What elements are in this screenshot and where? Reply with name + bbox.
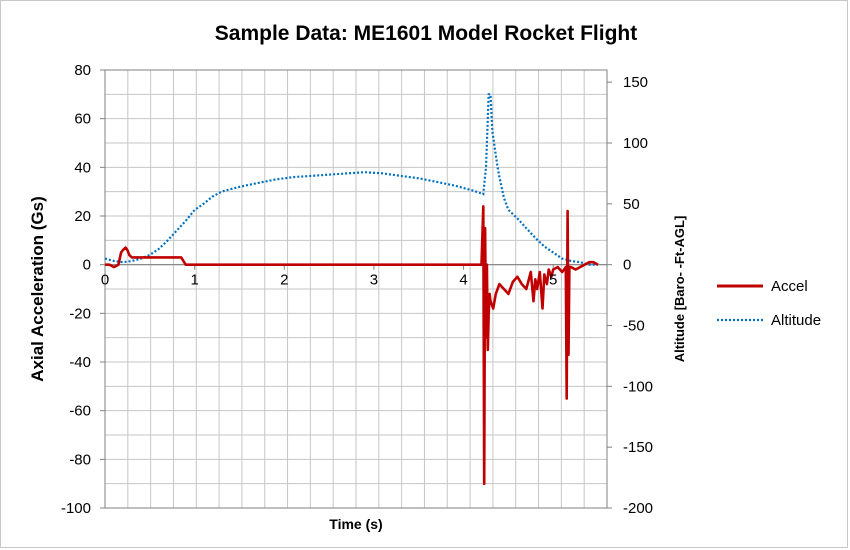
y2-tick-label: 50 bbox=[623, 196, 640, 213]
y-tick-label: 40 bbox=[74, 159, 91, 176]
legend-label-accel: Accel bbox=[771, 278, 808, 295]
y-tick-label: -80 bbox=[69, 451, 91, 468]
y2-tick-label: -50 bbox=[623, 318, 645, 335]
y-tick-label: 60 bbox=[74, 111, 91, 128]
x-axis-label: Time (s) bbox=[329, 516, 382, 532]
x-tick-label: 5 bbox=[549, 272, 557, 289]
x-tick-label: 4 bbox=[459, 272, 467, 289]
chart-title: Sample Data: ME1601 Model Rocket Flight bbox=[215, 22, 637, 45]
x-tick-label: 1 bbox=[190, 272, 198, 289]
x-tick-label: 2 bbox=[280, 272, 288, 289]
y-tick-label: 20 bbox=[74, 208, 91, 225]
y-tick-label: -100 bbox=[61, 500, 91, 517]
y-tick-label: -40 bbox=[69, 354, 91, 371]
y2-tick-label: -100 bbox=[623, 378, 653, 395]
series-line-accel bbox=[105, 205, 599, 486]
y-tick-label: 0 bbox=[83, 257, 91, 274]
x-tick-label: 0 bbox=[101, 272, 109, 289]
tick-labels: 0 1 2 3 4 5 80 60 40 20 0 -20 -40 -60 -80 -100 150 100 50 0… bbox=[61, 62, 653, 517]
y-axis-label: Axial Acceleration (Gs) bbox=[28, 196, 47, 382]
y2-tick-label: -150 bbox=[623, 439, 653, 456]
plot-area-border bbox=[104, 69, 608, 509]
y2-tick-label: 0 bbox=[623, 257, 631, 274]
legend-label-altitude: Altitude bbox=[771, 312, 821, 329]
y2-tick-label: 150 bbox=[623, 74, 648, 91]
y-tick-label: -60 bbox=[69, 403, 91, 420]
y2-axis-label: Altitude [Baro- -Ft-AGL] bbox=[672, 216, 687, 363]
y-tick-label: -20 bbox=[69, 305, 91, 322]
x-tick-label: 3 bbox=[370, 272, 378, 289]
y2-tick-label: -200 bbox=[623, 500, 653, 517]
y-tick-label: 80 bbox=[74, 62, 91, 79]
legend: Accel Altitude bbox=[717, 278, 821, 329]
y2-tick-label: 100 bbox=[623, 135, 648, 152]
series-line-altitude bbox=[104, 93, 598, 266]
series-layer bbox=[104, 93, 599, 486]
